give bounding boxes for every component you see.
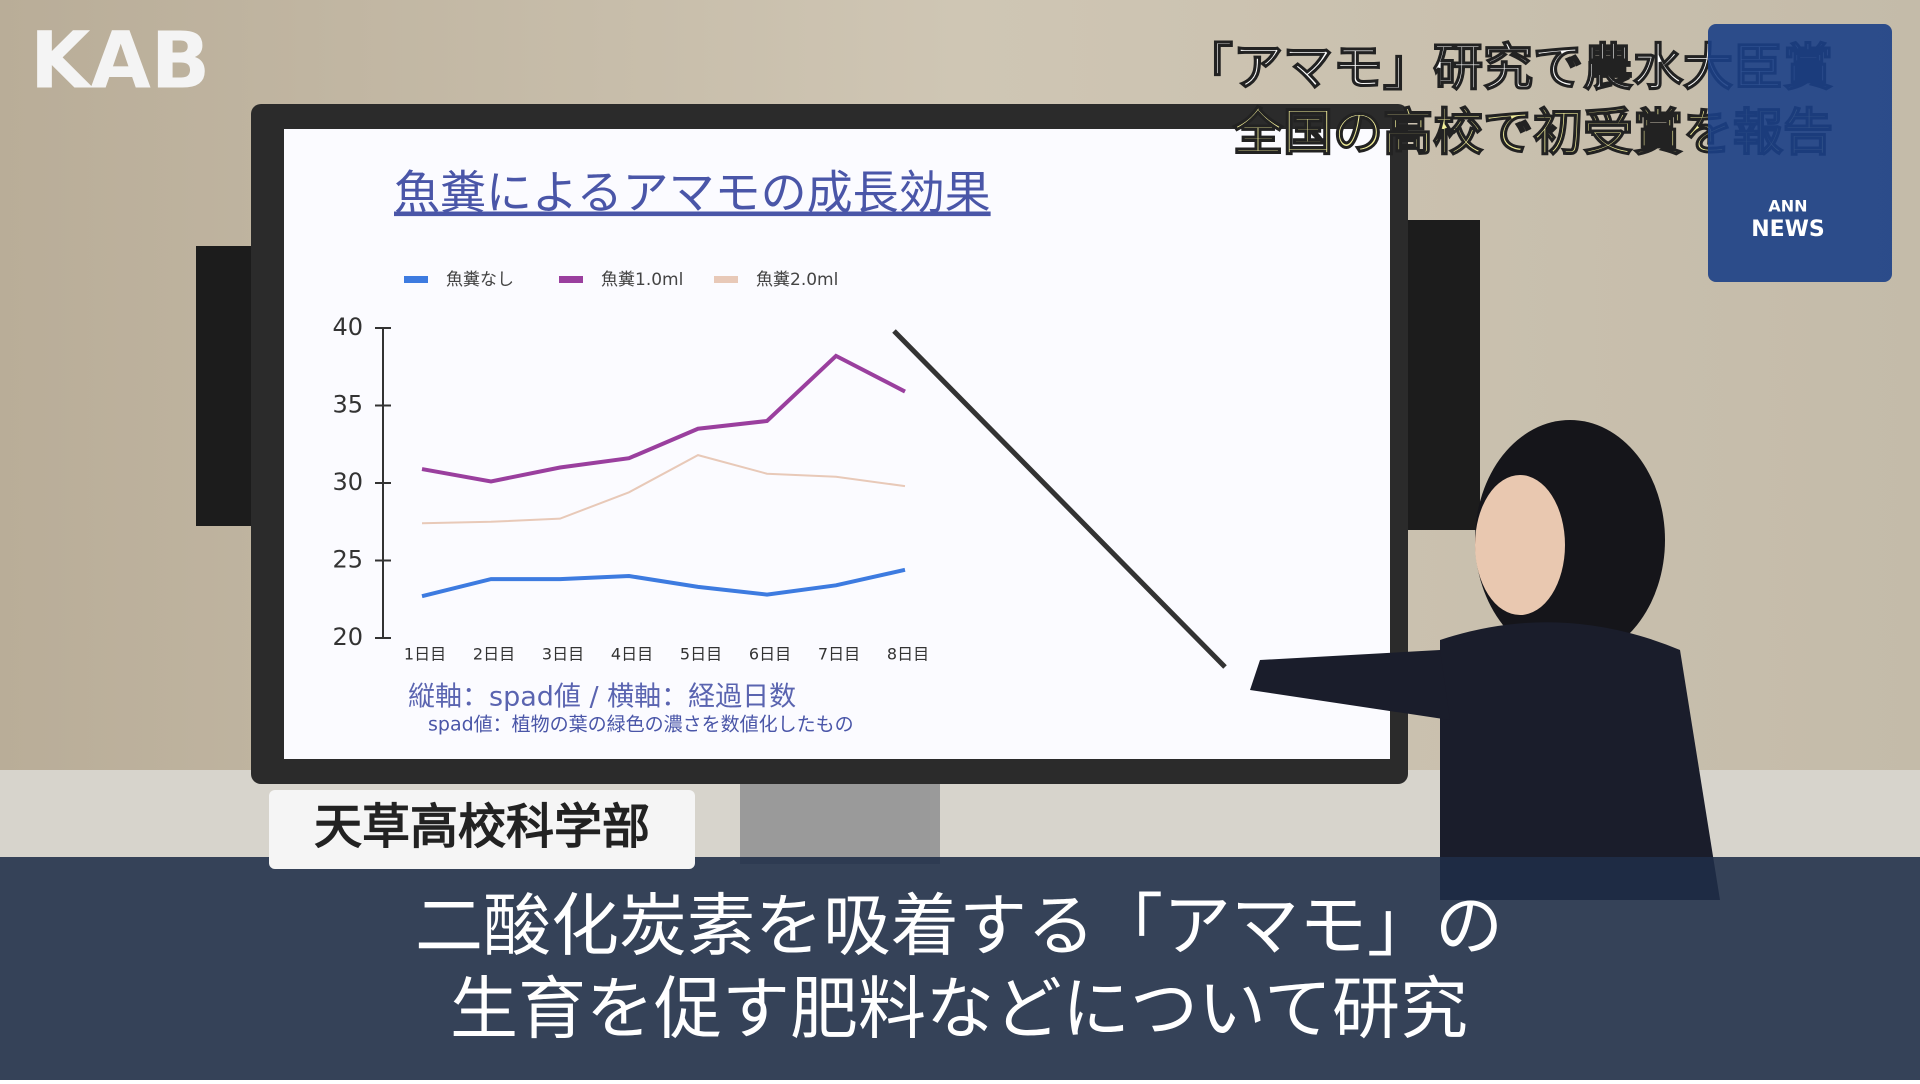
x-tick-label: 8日目 [887, 645, 929, 664]
name-tag-text: 天草高校科学部 [314, 799, 650, 855]
x-tick-label: 2日目 [473, 645, 515, 664]
legend-swatch [404, 276, 428, 283]
y-tick-label: 25 [332, 546, 363, 574]
legend-label: 魚糞2.0ml [756, 270, 838, 290]
person-body [1440, 622, 1720, 900]
legend-label: 魚糞1.0ml [601, 270, 683, 290]
x-tick-label: 4日目 [611, 645, 653, 664]
person-face [1475, 475, 1565, 615]
y-tick-label: 30 [332, 468, 363, 496]
plot: 20 25 30 35 40 1日目 2日目 3日目 4日目 5日目 6日目 7日目 8日目 魚糞なし 魚糞… [332, 270, 929, 664]
footnote: spad値：植物の葉の緑色の濃さを数値化したもの [428, 714, 854, 736]
caption-bar [0, 857, 1920, 1080]
x-tick-label: 7日目 [818, 645, 860, 664]
x-tick-label: 3日目 [542, 645, 584, 664]
pointer [892, 329, 1227, 669]
badge-bottom: NEWS [1751, 217, 1825, 242]
subtitle: 二酸化炭素を吸着する「アマモ」の [415, 888, 1503, 967]
logo: KAB [30, 16, 210, 106]
y-tick-label: 35 [332, 391, 363, 419]
x-tick-label: 5日目 [680, 645, 722, 664]
legend-swatch [714, 276, 738, 283]
axis-note: 縦軸：spad値 / 横軸：経過日数 [408, 682, 796, 713]
y-tick-label: 20 [332, 623, 363, 651]
subtitle: 生育を促す肥料などについて研究 [450, 971, 1468, 1050]
legend-swatch [559, 276, 583, 283]
chart-title: 魚糞によるアマモの成長効果 [394, 166, 991, 220]
badge-top: ANN [1768, 197, 1807, 216]
display-stand [740, 784, 940, 864]
display-screen [284, 129, 1390, 759]
series-line [421, 567, 906, 599]
speaker [196, 246, 260, 526]
speaker [1400, 220, 1480, 530]
legend-label: 魚糞なし [446, 270, 514, 290]
news-badge [1708, 24, 1892, 282]
series-line [421, 353, 906, 484]
series-line [421, 454, 906, 525]
y-tick-label: 40 [332, 313, 363, 341]
x-tick-label: 1日目 [404, 645, 446, 664]
x-tick-label: 6日目 [749, 645, 791, 664]
person-arm [1250, 650, 1450, 720]
name-tag [269, 790, 695, 869]
